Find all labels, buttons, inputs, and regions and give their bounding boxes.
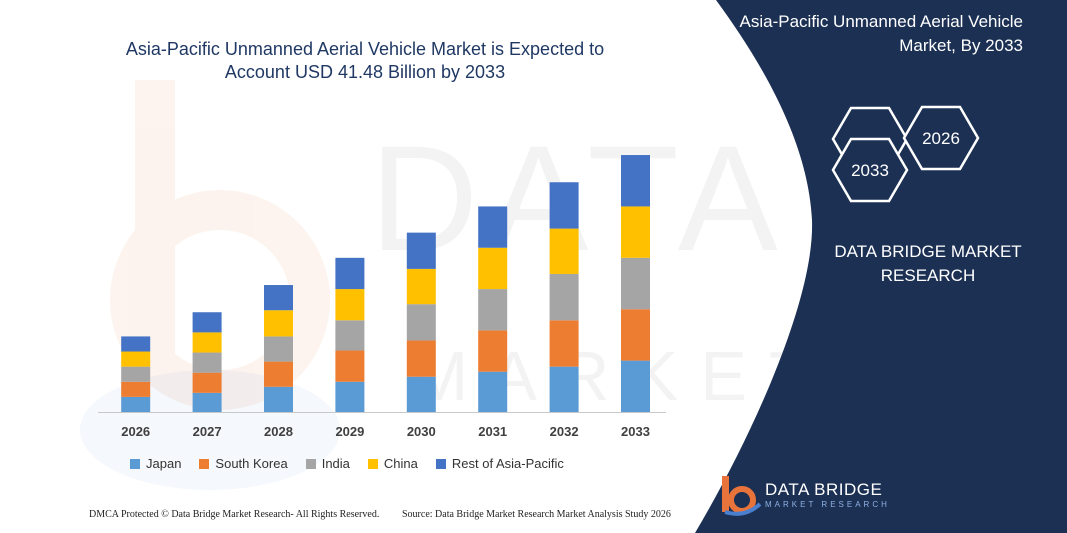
x-tick-label: 2026: [121, 424, 150, 439]
bar-2032-china: [549, 228, 579, 274]
footer-copyright: DMCA Protected © Data Bridge Market Rese…: [89, 509, 380, 520]
bar-2030-japan: [406, 376, 436, 412]
bar-2026-rest-of-asia-pacific: [121, 336, 151, 352]
legend-label: China: [383, 456, 418, 471]
legend-item: India: [305, 456, 350, 471]
x-tick-label: 2029: [335, 424, 364, 439]
legend-item: China: [367, 456, 418, 471]
chart-title: Asia-Pacific Unmanned Aerial Vehicle Mar…: [125, 39, 605, 82]
legend-label: India: [321, 456, 350, 471]
bar-2031-china: [478, 247, 508, 290]
legend-item: Japan: [130, 456, 181, 471]
x-tick-label: 2028: [264, 424, 293, 439]
logo-tagline: MARKET RESEARCH: [765, 500, 890, 509]
bar-2029-japan: [335, 381, 365, 412]
bar-2028-rest-of-asia-pacific: [264, 285, 293, 311]
bar-2028-india: [264, 336, 293, 362]
legend-swatch: [130, 458, 140, 469]
bar-2030-south-korea: [406, 340, 436, 377]
bar-2026-india: [121, 366, 151, 382]
hex-year-2026: 2026: [922, 129, 960, 148]
bar-2028-south-korea: [264, 361, 293, 387]
bar-2027-rest-of-asia-pacific: [192, 312, 222, 333]
bar-2033-south-korea: [621, 309, 650, 361]
bar-2032-rest-of-asia-pacific: [549, 182, 579, 229]
bar-2033-india: [621, 257, 650, 310]
legend-swatch: [305, 458, 316, 469]
bar-2030-china: [406, 268, 436, 305]
bar-2031-rest-of-asia-pacific: [478, 206, 508, 248]
bar-2026-japan: [121, 396, 151, 412]
bar-2028-china: [264, 310, 293, 337]
bar-2033-japan: [621, 360, 650, 412]
bar-2029-south-korea: [335, 350, 365, 382]
bar-2026-china: [121, 351, 151, 367]
x-tick-label: 2033: [621, 424, 650, 439]
hex-year-2033: 2033: [851, 161, 889, 180]
legend-swatch: [199, 458, 210, 469]
legend: Japan South Korea India China Rest of Asia-P…: [130, 456, 564, 471]
footer-source: Source: Data Bridge Market Research Mark…: [402, 509, 671, 520]
stacked-bar-chart: 2026 2027 2028 2029 2030 2031 2032 2033: [98, 155, 666, 439]
hexagon-2026-front: [902, 105, 980, 171]
legend-swatch: [435, 458, 446, 469]
legend-label: South Korea: [215, 456, 288, 471]
x-tick-label: 2031: [478, 424, 507, 439]
bar-2029-rest-of-asia-pacific: [335, 257, 365, 290]
legend-item: South Korea: [199, 456, 288, 471]
x-tick-label: 2027: [193, 424, 222, 439]
bar-2030-rest-of-asia-pacific: [406, 232, 436, 269]
bar-2028-japan: [264, 386, 293, 412]
logo-icon: [722, 476, 762, 516]
panel-title: Asia-Pacific Unmanned Aerial Vehicle Mar…: [739, 12, 1023, 55]
hexagon-2033: [831, 137, 909, 203]
bar-2031-south-korea: [478, 330, 508, 372]
bar-2029-china: [335, 289, 365, 321]
bar-2027-india: [192, 352, 222, 373]
logo-name: DATA BRIDGE: [765, 480, 883, 499]
bar-2027-south-korea: [192, 372, 222, 393]
bar-2032-japan: [549, 366, 579, 412]
legend-label: Rest of Asia-Pacific: [451, 456, 564, 471]
company-name: DATA BRIDGE MARKET RESEARCH: [834, 242, 1022, 285]
bar-2031-japan: [478, 371, 508, 412]
bar-2030-india: [406, 304, 436, 341]
bar-2027-china: [192, 332, 222, 353]
legend-item: Rest of Asia-Pacific: [435, 456, 564, 471]
legend-swatch: [367, 458, 378, 469]
bar-2031-india: [478, 289, 508, 331]
bar-2027-japan: [192, 392, 222, 412]
bar-2033-china: [621, 206, 650, 258]
x-tick-label: 2030: [407, 424, 436, 439]
bar-2032-south-korea: [549, 320, 579, 367]
bar-2033-rest-of-asia-pacific: [621, 155, 650, 207]
x-tick-label: 2032: [550, 424, 579, 439]
bar-2032-india: [549, 273, 579, 321]
bar-2026-south-korea: [121, 381, 151, 397]
legend-label: Japan: [146, 456, 182, 471]
bar-2029-india: [335, 320, 365, 351]
